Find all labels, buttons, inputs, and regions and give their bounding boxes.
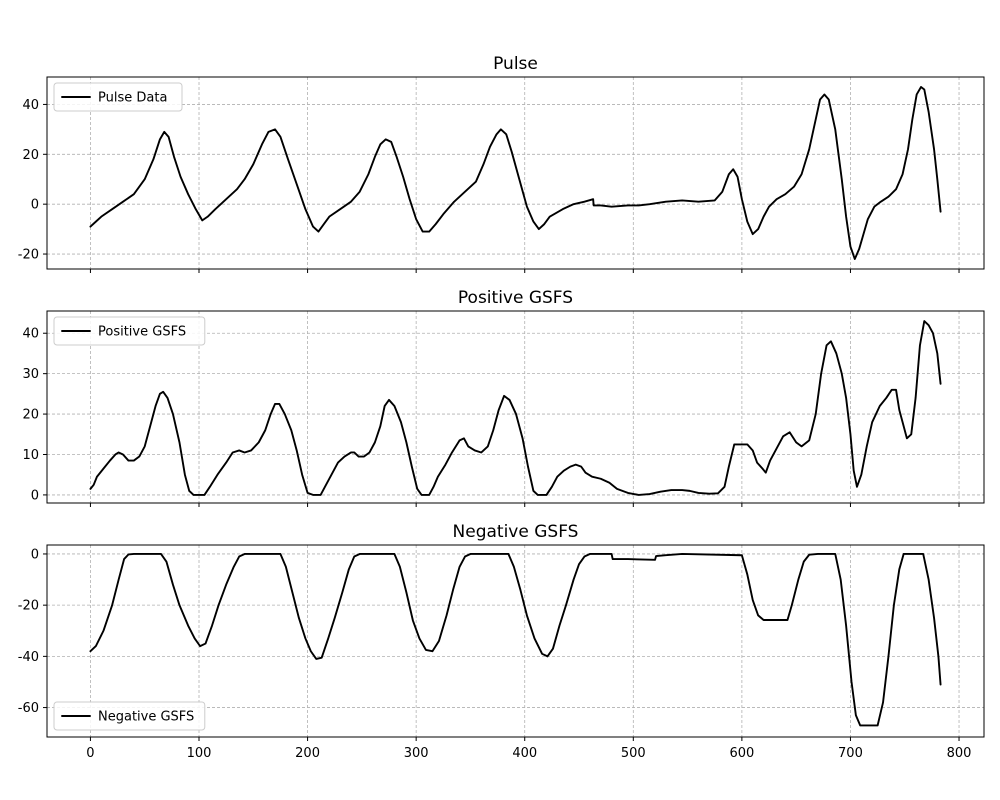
chart-panel-1: -20 0 20 40 Pulse Pulse Data xyxy=(18,54,985,273)
x-tick-label: 0 xyxy=(86,746,94,761)
axes-frame xyxy=(46,76,985,270)
series-line-3 xyxy=(89,553,942,727)
legend-label: Pulse Data xyxy=(98,91,167,106)
y-tick-label: -20 xyxy=(18,599,39,614)
axes-frame xyxy=(46,310,985,504)
y-tick-label: -60 xyxy=(18,701,39,716)
y-tick-label: 20 xyxy=(22,148,39,163)
legend-box xyxy=(53,316,206,346)
x-tick-label: 600 xyxy=(729,746,754,761)
chart-title: Negative GSFS xyxy=(453,522,579,542)
legend: Pulse Data xyxy=(53,82,183,112)
legend-label: Negative GSFS xyxy=(98,710,194,725)
x-tick-label: 700 xyxy=(838,746,863,761)
x-tick-label: 800 xyxy=(947,746,972,761)
x-tick-label: 100 xyxy=(187,746,212,761)
y-tick-label: 0 xyxy=(31,198,39,213)
x-tick-label: 300 xyxy=(404,746,429,761)
axes-frame xyxy=(46,544,985,738)
legend-label: Positive GSFS xyxy=(98,325,186,340)
legend: Negative GSFS xyxy=(53,701,206,731)
y-tick-label: 40 xyxy=(22,327,39,342)
y-tick-label: 40 xyxy=(22,98,39,113)
y-tick-label: 0 xyxy=(31,488,39,503)
legend-box xyxy=(53,701,206,731)
chart-title: Positive GSFS xyxy=(458,288,573,308)
x-tick-label: 400 xyxy=(512,746,537,761)
y-tick-label: 10 xyxy=(22,448,39,463)
x-tick-label: 500 xyxy=(621,746,646,761)
series-line-2 xyxy=(89,320,942,496)
x-tick-label: 200 xyxy=(295,746,320,761)
y-tick-label: 20 xyxy=(22,408,39,423)
y-tick-label: -40 xyxy=(18,650,39,665)
y-tick-label: 0 xyxy=(31,547,39,562)
y-tick-label: 30 xyxy=(22,367,39,382)
chart-panel-2: 0 10 20 30 40 Positive GSFS Positive GSFS xyxy=(22,288,985,507)
y-tick-label: -20 xyxy=(18,248,39,263)
chart-panel-3: 0 100 200 300 400 500 600 700 800 -60 -40 -20 0 Negat… xyxy=(18,522,985,761)
series-line-1 xyxy=(89,86,942,260)
legend: Positive GSFS xyxy=(53,316,206,346)
legend-box xyxy=(53,82,183,112)
chart-title: Pulse xyxy=(493,54,538,74)
